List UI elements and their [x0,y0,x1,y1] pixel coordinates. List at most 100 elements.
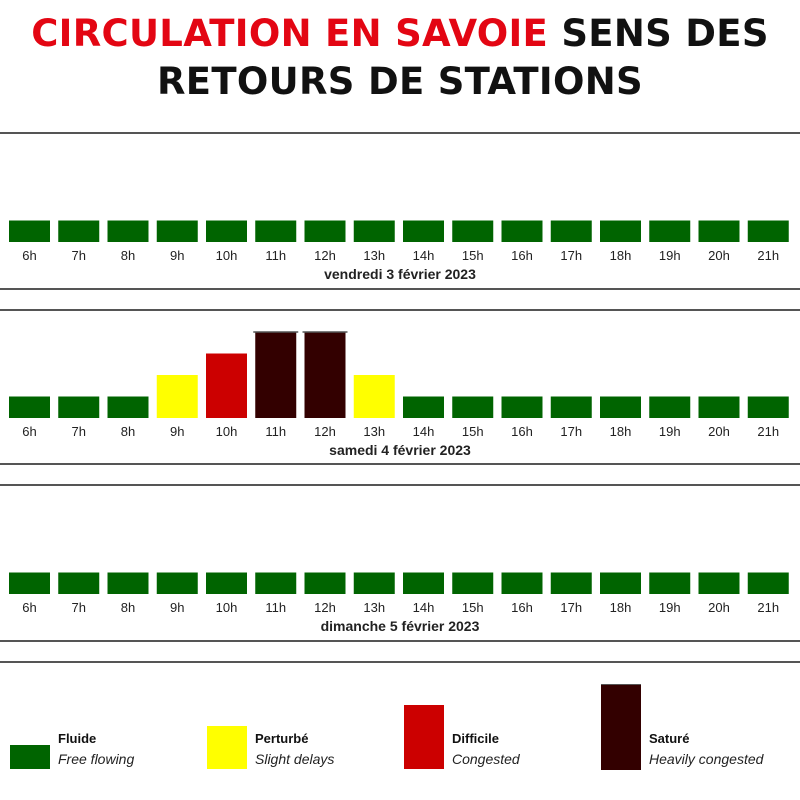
tick-label: 17h [560,424,582,439]
bar-10h [206,220,247,242]
legend-label-fr: Fluide [58,731,97,746]
bar-8h [107,220,149,242]
tick-label: 11h [265,424,286,439]
bar-7h [58,572,100,594]
tick-label: 12h [314,248,336,263]
legend-label-fr: Perturbé [255,731,309,746]
legend-swatch-difficile [404,705,444,769]
bar-14h [403,572,444,594]
bar-10h [206,572,247,594]
tick-label: 14h [413,424,435,439]
tick-label: 9h [170,600,184,615]
tick-label: 6h [22,600,36,615]
bar-11h [255,572,297,594]
tick-label: 7h [72,248,86,263]
date-label-sunday: dimanche 5 février 2023 [320,618,480,634]
tick-label: 20h [708,424,730,439]
bar-16h [501,572,543,594]
bar-19h [649,220,691,242]
bar-16h [501,220,543,242]
bar-8h [107,396,149,418]
title-rest: SENS DES [561,12,769,55]
divider [0,132,800,134]
tick-label: 16h [511,424,533,439]
legend-swatch-perturbe [207,726,247,769]
bar-17h [550,220,592,242]
bar-20h [698,572,740,594]
bar-20h [698,396,740,418]
bar-17h [550,572,592,594]
bar-6h [9,572,50,594]
tick-label: 20h [708,248,730,263]
bar-13h [353,220,395,242]
tick-label: 8h [121,600,135,615]
divider [0,661,800,663]
divider [0,463,800,465]
bar-16h [501,396,543,418]
tick-label: 21h [757,424,779,439]
tick-label: 6h [22,424,36,439]
bar-12h [304,572,346,594]
tick-label: 6h [22,248,36,263]
legend-label-en: Heavily congested [649,751,764,767]
bar-9h [156,375,198,418]
legend-swatch-sature [601,684,641,770]
bar-20h [698,220,740,242]
tick-label: 9h [170,424,184,439]
bar-9h [156,220,198,242]
divider [0,309,800,311]
bar-7h [58,396,100,418]
tick-label: 20h [708,600,730,615]
bar-18h [600,396,641,418]
divider [0,640,800,642]
tick-label: 8h [121,248,135,263]
tick-label: 18h [610,600,632,615]
legend-label-en: Free flowing [58,751,135,767]
divider [0,484,800,486]
bar-18h [600,220,641,242]
tick-label: 14h [413,248,435,263]
tick-label: 7h [72,424,86,439]
chart-friday: 6h 7h 8h 9h 10h 11h 12h 13h 14h 15h 16h 17h 18h 19h 20… [9,220,789,263]
bar-15h [452,396,494,418]
bar-14h [403,396,444,418]
chart-sunday: 6h 7h 8h 9h 10h 11h 12h 13h 14h 15h 16h 17h 18h 19h 20… [9,572,789,615]
bar-11h [255,220,297,242]
bar-8h [107,572,149,594]
date-label-friday: vendredi 3 février 2023 [324,266,476,282]
tick-label: 8h [121,424,135,439]
legend-swatch-fluide [10,745,50,769]
title-highlight: CIRCULATION EN SAVOIE [31,12,549,55]
tick-label: 12h [314,600,336,615]
legend-label-en: Congested [452,751,520,767]
tick-label: 12h [314,424,336,439]
bar-9h [156,572,198,594]
bar-6h [9,220,50,242]
legend-label-fr: Saturé [649,731,690,746]
tick-label: 17h [560,600,582,615]
tick-label: 11h [265,248,286,263]
tick-label: 18h [610,424,632,439]
page-title: CIRCULATION EN SAVOIE SENS DES RETOURS D… [0,10,800,106]
legend-label-en: Slight delays [255,751,335,767]
legend-label-fr: Difficile [452,731,499,746]
tick-label: 10h [216,248,238,263]
bar-18h [600,572,641,594]
bar-21h [747,396,789,418]
chart-saturday: 6h 7h 8h 9h 10h 11h 12h 13h 14h 15h 16h 17h 18h 19h 20… [9,331,789,439]
tick-label: 13h [363,248,385,263]
tick-label: 15h [462,600,484,615]
title-line-2: RETOURS DE STATIONS [157,60,643,103]
tick-label: 17h [560,248,582,263]
tick-label: 15h [462,248,484,263]
bar-21h [747,572,789,594]
bar-7h [58,220,100,242]
tick-label: 21h [757,600,779,615]
tick-label: 13h [363,424,385,439]
tick-label: 19h [659,424,681,439]
tick-label: 11h [265,600,286,615]
tick-label: 10h [216,424,238,439]
bar-12h [304,220,346,242]
date-label-saturday: samedi 4 février 2023 [329,442,471,458]
bar-17h [550,396,592,418]
